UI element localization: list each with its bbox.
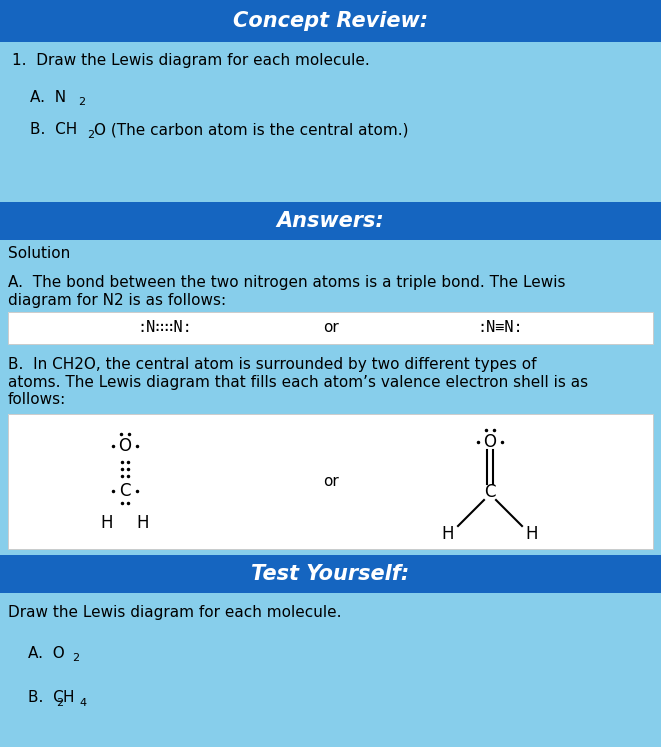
Text: 2: 2 <box>87 130 94 140</box>
Text: H: H <box>100 514 113 532</box>
Text: 2: 2 <box>56 698 63 708</box>
Text: A.  The bond between the two nitrogen atoms is a triple bond. The Lewis: A. The bond between the two nitrogen ato… <box>8 274 566 290</box>
Text: follows:: follows: <box>8 392 66 408</box>
Bar <box>0 593 661 747</box>
Bar <box>8 414 653 549</box>
Text: H: H <box>525 525 538 543</box>
Text: 2: 2 <box>72 653 79 663</box>
Bar <box>8 312 653 344</box>
Text: Test Yourself:: Test Yourself: <box>251 564 410 584</box>
Text: :N≡N:: :N≡N: <box>477 320 523 335</box>
Bar <box>0 0 661 42</box>
Text: C: C <box>119 482 131 500</box>
Text: 4: 4 <box>79 698 86 708</box>
Text: H: H <box>137 514 149 532</box>
Text: Draw the Lewis diagram for each molecule.: Draw the Lewis diagram for each molecule… <box>8 606 342 621</box>
Text: B.  CH: B. CH <box>30 123 77 137</box>
Bar <box>0 555 661 593</box>
Bar <box>0 202 661 240</box>
Text: :N∷∷N:: :N∷∷N: <box>137 320 192 335</box>
Text: 1.  Draw the Lewis diagram for each molecule.: 1. Draw the Lewis diagram for each molec… <box>12 52 369 67</box>
Text: or: or <box>323 320 338 335</box>
Text: A.  O: A. O <box>28 645 65 660</box>
Text: H: H <box>442 525 454 543</box>
Bar <box>8 414 653 549</box>
Text: B.  In CH2O, the central atom is surrounded by two different types of: B. In CH2O, the central atom is surround… <box>8 356 537 371</box>
Text: diagram for N2 is as follows:: diagram for N2 is as follows: <box>8 293 226 308</box>
Bar <box>0 42 661 202</box>
Text: O: O <box>483 433 496 451</box>
Text: O (The carbon atom is the central atom.): O (The carbon atom is the central atom.) <box>94 123 408 137</box>
Text: H: H <box>63 690 75 705</box>
Text: Answers:: Answers: <box>276 211 385 231</box>
Text: or: or <box>323 474 338 489</box>
Text: A.  N: A. N <box>30 90 66 105</box>
Text: Concept Review:: Concept Review: <box>233 11 428 31</box>
Bar <box>0 240 661 555</box>
Text: B.  C: B. C <box>28 690 63 705</box>
Bar <box>8 312 653 344</box>
Text: Solution: Solution <box>8 247 70 261</box>
Text: C: C <box>485 483 496 501</box>
Text: atoms. The Lewis diagram that fills each atom’s valence electron shell is as: atoms. The Lewis diagram that fills each… <box>8 374 588 389</box>
Text: O: O <box>118 437 132 455</box>
Text: 2: 2 <box>78 97 85 107</box>
